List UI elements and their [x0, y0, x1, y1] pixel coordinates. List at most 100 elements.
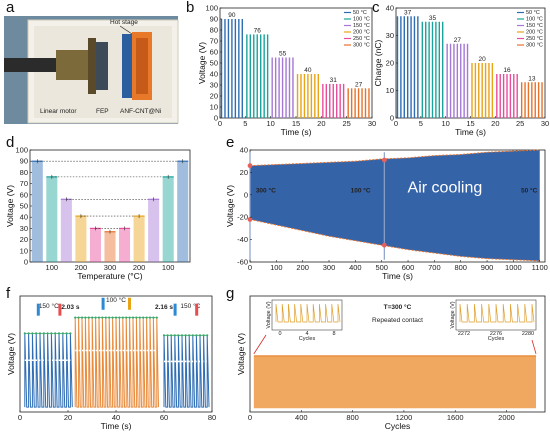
pulse-b-2-1 [274, 57, 277, 118]
pulse-b-5-1 [350, 88, 353, 118]
inset-xtick-g-right: 2276 [490, 331, 502, 337]
bar-d-1 [46, 176, 58, 262]
ytick-label-c: 20 [386, 59, 394, 68]
pulse-b-0-3 [231, 19, 233, 118]
ytick-label-b: 80 [210, 26, 218, 35]
pulse-c-1-5 [438, 21, 440, 118]
pulse-c-5-3 [531, 82, 533, 118]
pulse-c-3-4 [484, 63, 487, 118]
panel-g-frame [249, 295, 546, 413]
pulse-c-0-6 [417, 16, 419, 118]
xlabel-g: Cycles [385, 421, 411, 431]
xtick-label-c: 30 [541, 119, 549, 128]
pulse-c-2-2 [453, 43, 455, 118]
ytick-label-e: -20 [237, 213, 248, 222]
inset-xtick-g-right: 2272 [458, 331, 470, 337]
pulses-f-1 [74, 317, 159, 408]
segment-label-f-2: 150 °C [180, 302, 200, 310]
pulse-c-0-5 [413, 16, 416, 118]
legend-entry-b-0: 50 °C [353, 10, 367, 16]
hot-stage-inner [136, 38, 148, 94]
xtick-label-c: 25 [516, 119, 524, 128]
legend-entry-c-1: 100 °C [526, 17, 543, 23]
ytick-label-b: 100 [205, 4, 218, 13]
legend-entry-b-4: 250 °C [353, 36, 370, 42]
time-label-f-0: 2.03 s [61, 304, 79, 311]
ytick-label-d: 30 [20, 224, 28, 233]
xtick-label-b: 10 [266, 119, 274, 128]
data-label-c-1: 35 [429, 15, 437, 22]
data-label-c-2: 27 [454, 37, 462, 44]
xtick-label-d-3: 200 [75, 263, 88, 272]
pulse-b-3-6 [317, 74, 319, 118]
pulse-b-4-5 [339, 83, 341, 118]
time-label-f-1: 2.16 s [155, 304, 173, 311]
xtick-label-e: 1000 [505, 263, 522, 272]
pulse-b-3-3 [307, 74, 309, 118]
pulse-c-4-3 [506, 74, 508, 118]
pulse-c-4-4 [509, 74, 512, 118]
pulse-c-5-1 [524, 82, 526, 118]
ytick-label-d: 100 [15, 146, 28, 155]
marker-bot-e-0 [247, 217, 253, 222]
ytick-label-b: 0 [214, 114, 218, 123]
bar-d-5 [104, 231, 116, 262]
ytick-label-d: 0 [24, 258, 28, 267]
ytick-label-d: 40 [20, 213, 28, 222]
panel-e-letter: e [226, 134, 234, 151]
bar-d-10 [177, 161, 189, 262]
panel-b-letter: b [186, 0, 194, 16]
ytick-label-d: 80 [20, 168, 28, 177]
pulse-b-2-2 [278, 57, 280, 118]
xlabel-c: Time (s) [455, 127, 486, 137]
bar-d-9 [162, 176, 174, 262]
pulse-b-0-1 [224, 19, 226, 118]
ytick-label-b: 70 [210, 37, 218, 46]
bar-d-8 [148, 199, 160, 262]
pulse-c-2-4 [460, 43, 462, 118]
inset-xtick-g-left: 8 [332, 331, 335, 337]
pulse-b-3-2 [303, 74, 306, 118]
marker-top-e-1 [381, 157, 387, 163]
xtick-label-g: 2000 [498, 413, 515, 422]
ytick-label-d: 60 [20, 190, 28, 199]
annotation-g-1: Repeated contact [372, 317, 423, 324]
xtick-label-b: 25 [342, 119, 350, 128]
xtick-label-f: 80 [208, 413, 216, 422]
pulse-c-3-6 [491, 63, 494, 118]
label-hot-stage: Hot stage [110, 19, 138, 26]
pulse-b-0-4 [234, 19, 237, 118]
xtick-label-c: 0 [394, 119, 398, 128]
pulse-c-2-0 [446, 43, 448, 118]
pulse-c-5-0 [520, 82, 523, 118]
pulse-b-4-6 [342, 83, 345, 118]
xtick-label-e: 400 [349, 263, 362, 272]
legend-entry-c-4: 250 °C [526, 36, 543, 42]
xtick-label-f: 0 [18, 413, 22, 422]
pulse-b-4-4 [336, 83, 338, 118]
segment-label-f-0: 150 °C [39, 302, 59, 310]
upper-trend-e [249, 149, 540, 167]
pulse-c-1-6 [441, 21, 444, 118]
ytick-label-d: 90 [20, 157, 28, 166]
pulse-b-1-6 [266, 34, 269, 118]
ytick-label-c: 30 [386, 31, 394, 40]
pulse-c-5-2 [527, 82, 530, 118]
panel-a-letter: a [6, 0, 15, 16]
annotation-e-2: Air cooling [408, 180, 483, 197]
pulse-c-2-1 [449, 43, 452, 118]
ytick-label-e: 40 [240, 146, 248, 155]
ylabel-b: Voltage (V) [197, 42, 207, 84]
pulse-b-2-0 [271, 57, 273, 118]
pulse-c-2-5 [463, 43, 465, 118]
linear-motor-rod [4, 58, 64, 72]
pulse-b-5-3 [357, 88, 360, 118]
inset-trace-g-right [459, 303, 535, 323]
data-label-c-5: 13 [528, 75, 536, 82]
panel-f-letter: f [6, 285, 11, 302]
ytick-label-b: 60 [210, 48, 218, 57]
xlabel-e: Time (s) [382, 271, 413, 281]
pulse-b-2-6 [292, 57, 294, 118]
xtick-label-c: 15 [466, 119, 474, 128]
